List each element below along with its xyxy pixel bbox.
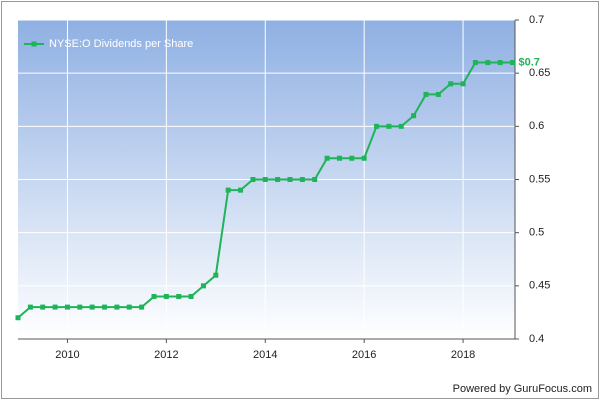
x-tick-label: 2010 — [55, 349, 79, 361]
data-point — [287, 177, 293, 182]
data-point — [200, 283, 206, 289]
y-tick-label: 0.4 — [529, 333, 544, 345]
data-point — [312, 177, 318, 182]
data-point — [448, 81, 454, 87]
data-point — [89, 304, 95, 310]
data-point — [398, 123, 404, 129]
data-point — [151, 293, 157, 299]
x-tick-label: 2018 — [451, 349, 475, 361]
x-tick-label: 2012 — [154, 349, 178, 361]
data-point — [126, 304, 132, 310]
data-point — [485, 60, 491, 66]
data-point — [15, 315, 21, 321]
data-point — [213, 272, 219, 278]
legend-marker — [31, 41, 37, 47]
data-point — [472, 60, 478, 66]
footer: Powered by GuruFocus.com — [453, 383, 592, 395]
frame — [1, 1, 599, 399]
data-point — [423, 91, 429, 97]
data-point — [114, 304, 120, 310]
value-label: $0.7 — [519, 56, 540, 68]
data-point — [349, 155, 355, 161]
data-point — [497, 60, 503, 66]
data-point — [386, 123, 392, 129]
data-point — [163, 293, 169, 299]
y-tick-label: 0.6 — [529, 120, 544, 132]
data-point — [262, 177, 268, 182]
y-tick-label: 0.45 — [529, 280, 550, 292]
x-tick-label: 2014 — [253, 349, 277, 361]
data-point — [139, 304, 145, 310]
y-tick-label: 0.5 — [529, 227, 544, 239]
data-point — [64, 304, 70, 310]
data-point — [510, 60, 516, 66]
x-tick-label: 2016 — [352, 349, 376, 361]
data-point — [460, 81, 466, 87]
data-point — [299, 177, 305, 182]
data-point — [435, 91, 441, 97]
data-point — [188, 293, 194, 299]
data-point — [324, 155, 330, 161]
data-point — [102, 304, 108, 310]
data-point — [27, 304, 33, 310]
data-point — [361, 155, 367, 161]
data-point — [411, 113, 417, 119]
data-point — [238, 187, 244, 193]
y-tick-label: 0.65 — [529, 67, 550, 79]
data-point — [77, 304, 83, 310]
data-point — [52, 304, 58, 310]
data-point — [336, 155, 342, 161]
data-point — [374, 123, 380, 129]
legend-label: NYSE:O Dividends per Share — [49, 38, 193, 50]
data-point — [275, 177, 281, 182]
data-point — [250, 177, 256, 182]
y-tick-label: 0.7 — [529, 14, 544, 26]
data-point — [40, 304, 46, 310]
data-point — [176, 293, 182, 299]
data-point — [225, 187, 231, 193]
y-tick-label: 0.55 — [529, 173, 550, 185]
